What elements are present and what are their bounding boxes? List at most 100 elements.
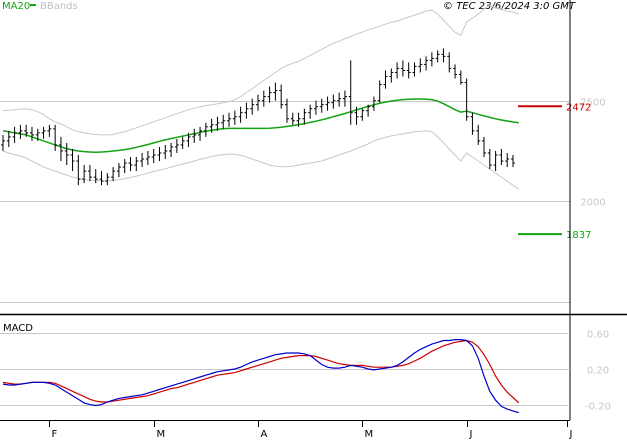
price-bar <box>134 157 139 172</box>
bband-upper-line <box>2 4 519 136</box>
x-tick-label: M <box>365 429 374 440</box>
price-bar <box>87 165 92 182</box>
price-bar <box>342 90 347 107</box>
price-bar <box>273 82 278 101</box>
ma20-line <box>2 98 519 153</box>
price-bar <box>76 154 81 186</box>
price-bar <box>296 112 301 127</box>
price-bar <box>366 104 371 117</box>
macd-gridlines <box>0 333 570 406</box>
price-bar <box>337 92 342 107</box>
price-bar <box>47 124 52 137</box>
price-bar <box>256 94 260 111</box>
price-bar <box>24 124 29 137</box>
price-bar <box>383 70 388 89</box>
price-bar <box>412 62 417 77</box>
price-bar <box>505 152 510 168</box>
price-bars <box>1 48 515 186</box>
price-ytick-labels: 2500 2000 <box>580 98 605 209</box>
price-bar <box>476 124 481 145</box>
x-tick-label: F <box>52 429 58 440</box>
price-gridlines <box>0 101 570 303</box>
price-bar <box>360 108 365 121</box>
price-bar <box>331 94 336 109</box>
price-bar <box>41 126 46 139</box>
price-bar <box>371 96 376 111</box>
price-bar <box>284 98 289 123</box>
price-bar <box>354 106 359 125</box>
price-bar <box>348 60 353 125</box>
price-bar <box>244 102 249 119</box>
price-bar <box>308 104 313 119</box>
price-bar <box>145 150 150 166</box>
price-bar <box>180 136 185 149</box>
price-bar <box>325 96 330 111</box>
price-bar <box>29 126 34 141</box>
price-bar <box>122 159 127 174</box>
price-bar <box>458 70 463 85</box>
price-bar <box>447 52 452 73</box>
macd-line <box>2 339 519 414</box>
price-bar <box>140 152 145 168</box>
price-bar <box>169 142 174 158</box>
price-bar <box>105 173 110 186</box>
price-bar <box>157 146 162 162</box>
price-bar <box>418 58 423 73</box>
price-bar <box>93 169 98 184</box>
ma20-legend: MA20 <box>2 1 30 12</box>
price-bar <box>464 78 469 121</box>
price-bar <box>12 126 17 143</box>
x-tick-label: J <box>469 429 473 440</box>
price-bar <box>221 114 226 129</box>
price-bar <box>279 84 284 109</box>
macd-ytick-label: -0.20 <box>585 402 611 413</box>
price-bar <box>511 154 515 168</box>
price-bar <box>116 163 121 178</box>
bband-lower-line <box>2 130 520 190</box>
price-ytick-label: 2000 <box>580 198 605 209</box>
macd-ytick-label: 0.60 <box>587 330 609 341</box>
price-bar <box>99 171 104 186</box>
resistance-label: 2472 <box>566 102 591 113</box>
price-bar <box>186 132 191 147</box>
price-bar <box>487 148 492 170</box>
price-bar <box>209 118 214 133</box>
price-bar <box>227 112 232 127</box>
price-bar <box>70 148 75 172</box>
macd-signal-line <box>2 339 520 404</box>
price-bar <box>238 106 243 123</box>
price-bar <box>319 98 324 113</box>
price-bar <box>400 60 405 77</box>
price-bar <box>453 64 458 79</box>
price-bar <box>470 112 475 135</box>
price-bar <box>250 98 255 115</box>
price-bar <box>58 136 63 162</box>
price-bar <box>128 157 133 172</box>
price-bar <box>441 48 446 63</box>
price-bar <box>435 50 440 63</box>
price-bar <box>482 136 487 158</box>
price-bar <box>53 124 58 151</box>
price-bar <box>163 144 168 160</box>
price-bar <box>198 126 203 141</box>
price-bar <box>499 148 504 166</box>
x-tick-label: M <box>157 429 166 440</box>
price-bar <box>429 52 434 67</box>
price-bar <box>493 150 498 172</box>
price-bar <box>82 165 87 184</box>
copyright-text: © TEC 23/6/2024 3:0 GMT <box>443 1 576 12</box>
price-bar <box>111 167 116 182</box>
price-bar <box>174 138 179 153</box>
price-bar <box>1 134 5 151</box>
price-bar <box>215 116 220 131</box>
price-bar <box>232 110 237 125</box>
price-bar <box>395 62 400 79</box>
price-bar <box>313 100 318 115</box>
support-label: 1837 <box>566 230 591 241</box>
price-bar <box>290 112 295 125</box>
price-bar <box>424 56 429 71</box>
macd-ytick-labels: 0.60 0.20 -0.20 <box>585 330 611 413</box>
x-tick-label: J <box>569 429 573 440</box>
